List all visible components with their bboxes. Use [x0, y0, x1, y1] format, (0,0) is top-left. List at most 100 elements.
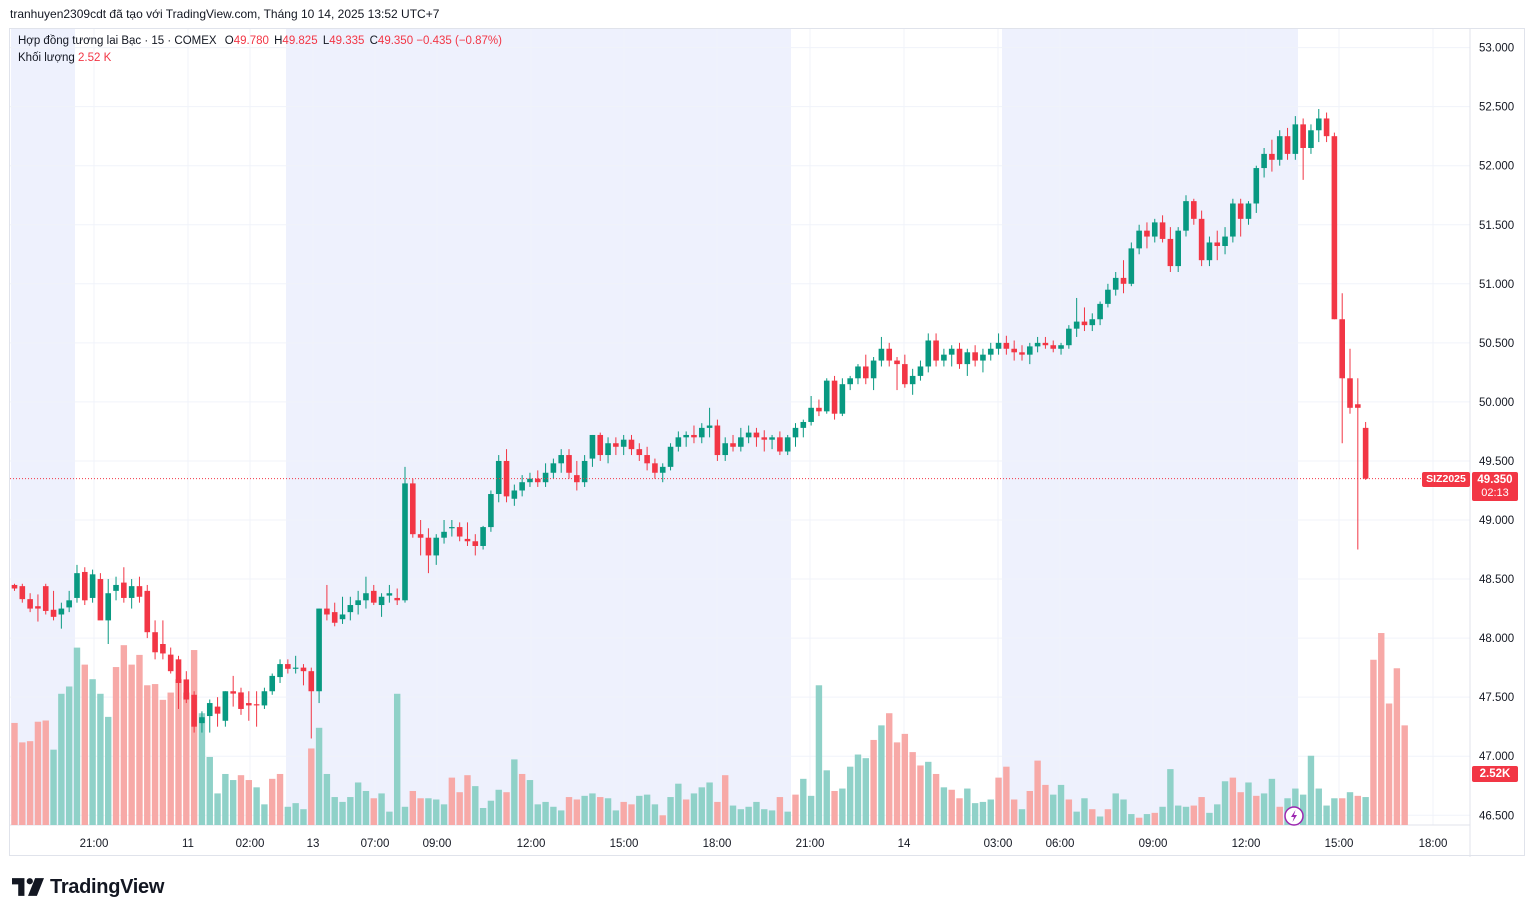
change-value: −0.435 (−0.87%)	[416, 35, 502, 47]
candle	[144, 585, 150, 638]
open-value: 49.780	[234, 35, 269, 47]
candle	[246, 691, 252, 721]
candle	[223, 691, 229, 726]
candle	[949, 345, 955, 366]
volume-bar	[777, 797, 783, 825]
volume-bar	[191, 650, 197, 825]
candle	[715, 420, 721, 461]
candle	[215, 697, 221, 727]
volume-bar	[1394, 668, 1400, 825]
symbol-description[interactable]: Hợp đồng tương lai Bạc · 15 · COMEX	[18, 35, 217, 47]
ohlc-legend: Hợp đồng tương lai Bạc · 15 · COMEX O49.…	[18, 35, 502, 47]
time-tick-label: 13	[307, 838, 320, 850]
volume-bar	[1214, 804, 1220, 825]
volume-bar	[308, 748, 314, 825]
price-tick-label: 53.000	[1479, 43, 1514, 55]
volume-bar	[503, 792, 509, 825]
candle	[410, 479, 416, 538]
volume-bar	[1183, 807, 1189, 825]
session-highlights	[11, 29, 1298, 825]
candle	[207, 700, 213, 733]
volume-bar	[988, 799, 994, 825]
volume-bar	[1027, 791, 1033, 825]
candle	[886, 343, 892, 367]
volume-bar	[1386, 704, 1392, 826]
candle	[1324, 113, 1330, 143]
volume-bar	[706, 782, 712, 825]
candle	[488, 490, 494, 531]
volume-bar	[1034, 761, 1040, 825]
candle	[871, 357, 877, 390]
price-tick-label: 47.500	[1479, 692, 1514, 704]
volume-bar	[1058, 785, 1064, 825]
candle	[230, 676, 236, 707]
high-value: 49.825	[282, 35, 317, 47]
volume-bar	[574, 799, 580, 825]
volume-bar	[464, 775, 470, 825]
candle	[918, 361, 924, 381]
tradingview-logo[interactable]: TradingView	[12, 875, 164, 899]
volume-bar	[1261, 793, 1267, 825]
candle	[902, 355, 908, 388]
volume-bar	[183, 693, 189, 825]
volume-bar	[1222, 781, 1228, 825]
candle	[1316, 109, 1322, 142]
candle	[980, 349, 986, 373]
volume-bar	[74, 648, 80, 825]
volume-bar	[97, 694, 103, 825]
candle	[925, 333, 931, 372]
volume-bar	[449, 778, 455, 825]
candle	[277, 659, 283, 683]
volume-bar	[964, 789, 970, 825]
volume-bar	[1144, 814, 1150, 825]
price-tick-label: 51.500	[1479, 220, 1514, 232]
open-label: O	[225, 35, 234, 47]
volume-bar	[847, 767, 853, 825]
volume-bar	[1206, 813, 1212, 825]
last-price-tag: 49.350 02:13	[1472, 472, 1518, 501]
candle	[808, 396, 814, 426]
candle	[402, 467, 408, 603]
volume-label[interactable]: Khối lượng	[18, 52, 75, 64]
volume-bar	[581, 796, 587, 825]
volume-bar	[870, 740, 876, 825]
volume-bar	[1245, 782, 1251, 825]
chart-canvas[interactable]: 53.000 52.500 52.000 51.500 51.000 50.500 50.0…	[10, 29, 1526, 857]
volume-bar	[956, 798, 962, 825]
time-tick-label: 15:00	[610, 838, 639, 850]
chart-frame[interactable]: 53.000 52.500 52.000 51.500 51.000 50.500 50.0…	[9, 28, 1525, 856]
volume-bar	[925, 762, 931, 825]
volume-bar	[941, 787, 947, 825]
volume-bar	[980, 802, 986, 825]
volume-bar	[472, 786, 478, 825]
time-axis: 21:00 11 02:00 13 07:00 09:00 12:00 15:00 18:00 2…	[80, 838, 1448, 850]
volume-bar	[1159, 807, 1165, 825]
volume-bar	[1081, 798, 1087, 825]
volume-bar	[222, 774, 228, 825]
volume-bar	[316, 728, 322, 825]
candle	[137, 577, 143, 603]
volume-bar	[230, 780, 236, 825]
volume-bar	[456, 792, 462, 825]
time-tick-label: 09:00	[423, 838, 452, 850]
price-tick-label: 50.500	[1479, 338, 1514, 350]
volume-bar	[550, 807, 556, 825]
price-tick-label: 47.000	[1479, 751, 1514, 763]
volume-bar	[1253, 796, 1259, 825]
volume-bar	[50, 750, 56, 825]
volume-bar	[371, 798, 377, 825]
candle	[1129, 242, 1135, 286]
volume-bar	[425, 798, 431, 825]
volume-bar	[300, 809, 306, 825]
candle	[847, 376, 853, 390]
candle	[957, 343, 963, 369]
volume-bar	[636, 796, 642, 825]
volume-bar	[1097, 816, 1103, 825]
candle	[191, 691, 197, 732]
price-tick-label: 52.000	[1479, 161, 1514, 173]
time-tick-label: 11	[182, 838, 194, 850]
time-tick-label: 12:00	[1232, 838, 1261, 850]
flash-icon[interactable]	[1285, 807, 1303, 825]
volume-bar	[558, 810, 564, 825]
volume-bar	[933, 774, 939, 825]
